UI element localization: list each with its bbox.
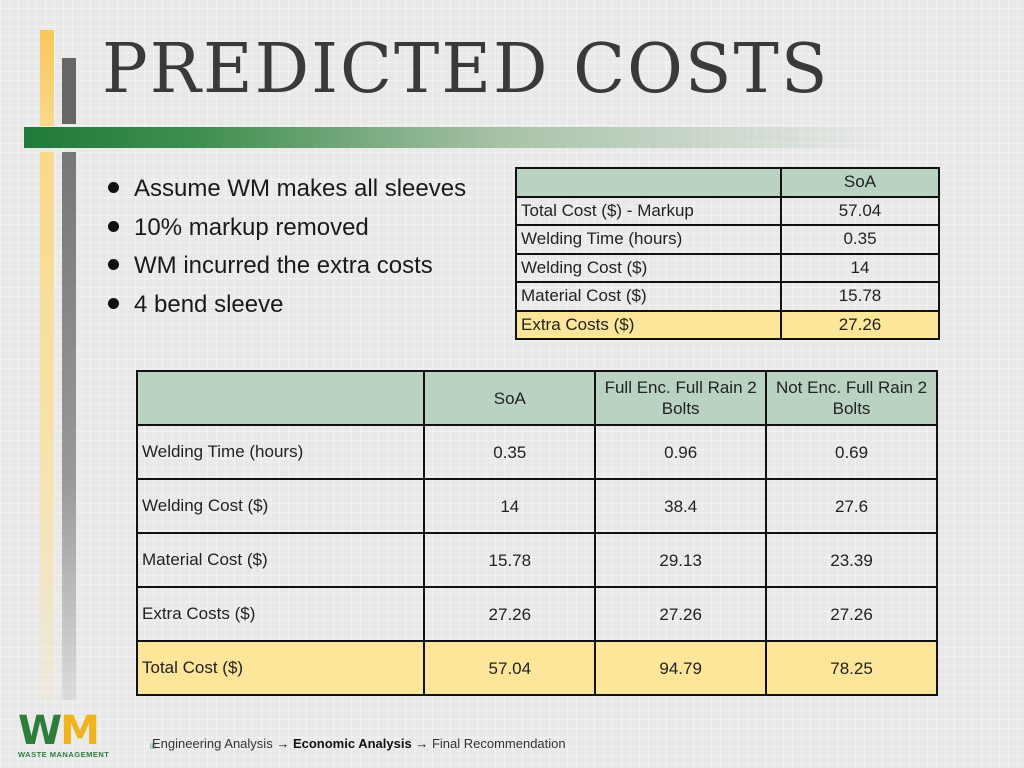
row-value: 78.25 [765, 640, 938, 696]
soa-summary-table: SoA Total Cost ($) - Markup 57.04 Weldin… [515, 167, 940, 340]
table-row: Welding Time (hours) 0.35 0.96 0.69 [135, 424, 938, 480]
title-underline-bar [24, 127, 894, 148]
table-row-highlighted: Extra Costs ($) 27.26 [515, 309, 940, 340]
bullet-text: Assume WM makes all sleeves [134, 175, 467, 202]
row-value: 0.35 [780, 224, 940, 255]
row-value: 27.26 [423, 586, 597, 642]
row-value: 14 [423, 478, 597, 534]
bullet-dot-icon [108, 220, 119, 232]
row-value: 57.04 [423, 640, 597, 696]
accent-bar-yellow-top [40, 30, 54, 126]
table-header-row: SoA Full Enc. Full Rain 2 Bolts Not Enc.… [135, 370, 938, 426]
bullet-text: 4 bend sleeve [134, 290, 284, 318]
table-row: Material Cost ($) 15.78 29.13 23.39 [135, 532, 938, 588]
row-value: 0.96 [594, 424, 768, 480]
row-value: 15.78 [780, 281, 940, 312]
row-value: 27.26 [780, 309, 940, 340]
row-label: Welding Cost ($) [135, 478, 426, 534]
row-label: Extra Costs ($) [135, 586, 426, 642]
arrow-right-icon: → [415, 736, 429, 751]
registered-mark: ® [150, 742, 156, 751]
accent-bar-gray-top [62, 58, 76, 124]
breadcrumb-step-current: Economic Analysis [292, 736, 412, 751]
row-value: 23.39 [765, 532, 938, 588]
logo-subtitle: WASTE MANAGEMENT [18, 750, 110, 759]
breadcrumb-step: Final Recommendation [431, 736, 566, 751]
section-breadcrumb: Engineering Analysis → Economic Analysis… [152, 736, 566, 751]
header-cell: SoA [423, 370, 597, 426]
row-label: Welding Time (hours) [135, 424, 426, 480]
header-cell: SoA [780, 167, 940, 198]
row-label: Welding Cost ($) [515, 252, 782, 283]
row-label: Welding Time (hours) [515, 224, 782, 255]
table-row: Material Cost ($) 15.78 [515, 281, 940, 312]
row-value: 27.6 [765, 478, 938, 534]
row-value: 94.79 [594, 640, 768, 696]
accent-bar-gray-side [62, 152, 76, 700]
bullet-dot-icon [108, 182, 119, 194]
table-row: Welding Cost ($) 14 [515, 252, 940, 283]
row-label: Total Cost ($) [135, 640, 426, 696]
row-label: Material Cost ($) [515, 281, 782, 312]
row-value: 57.04 [780, 195, 940, 226]
logo-letter-w: W [18, 708, 62, 754]
header-cell: Not Enc. Full Rain 2 Bolts [765, 370, 938, 426]
row-value: 14 [780, 252, 940, 283]
row-value: 38.4 [594, 478, 768, 534]
row-value: 27.26 [594, 586, 768, 642]
table-header-row: SoA [515, 167, 940, 198]
logo-letters: WM [18, 711, 138, 751]
table-row: Welding Cost ($) 14 38.4 27.6 [135, 478, 938, 534]
cost-comparison-table: SoA Full Enc. Full Rain 2 Bolts Not Enc.… [135, 370, 938, 696]
arrow-right-icon: → [276, 736, 290, 751]
bullet-item: WM incurred the extra costs [108, 247, 466, 286]
bullet-dot-icon [108, 297, 119, 309]
row-label: Extra Costs ($) [515, 309, 782, 340]
accent-bar-yellow-side [40, 152, 54, 700]
table-row: Extra Costs ($) 27.26 27.26 27.26 [135, 586, 938, 642]
bullet-item: Assume WM makes all sleeves [108, 170, 466, 209]
row-value: 15.78 [423, 532, 597, 588]
bullet-list: Assume WM makes all sleeves 10% markup r… [108, 170, 466, 324]
table-row-highlighted: Total Cost ($) 57.04 94.79 78.25 [135, 640, 938, 696]
table-row: Total Cost ($) - Markup 57.04 [515, 195, 940, 226]
row-value: 0.35 [423, 424, 597, 480]
slide-title: PREDICTED COSTS [102, 30, 830, 109]
bullet-dot-icon [108, 259, 119, 271]
bullet-text: WM incurred the extra costs [134, 252, 433, 279]
row-value: 27.26 [765, 586, 938, 642]
breadcrumb-step: Engineering Analysis [152, 736, 273, 751]
row-value: 29.13 [594, 532, 768, 588]
table-row: Welding Time (hours) 0.35 [515, 224, 940, 255]
header-cell-empty [135, 370, 426, 426]
row-label: Total Cost ($) - Markup [515, 195, 782, 226]
header-cell-empty [515, 167, 782, 198]
bullet-text: 10% markup removed [134, 213, 369, 241]
row-label: Material Cost ($) [135, 532, 426, 588]
logo-letter-m: M [60, 708, 100, 754]
bullet-item: 4 bend sleeve [108, 286, 466, 325]
bullet-item: 10% markup removed [108, 209, 466, 248]
header-cell: Full Enc. Full Rain 2 Bolts [594, 370, 768, 426]
row-value: 0.69 [765, 424, 938, 480]
waste-management-logo: WM WASTE MANAGEMENT ® [18, 711, 156, 760]
